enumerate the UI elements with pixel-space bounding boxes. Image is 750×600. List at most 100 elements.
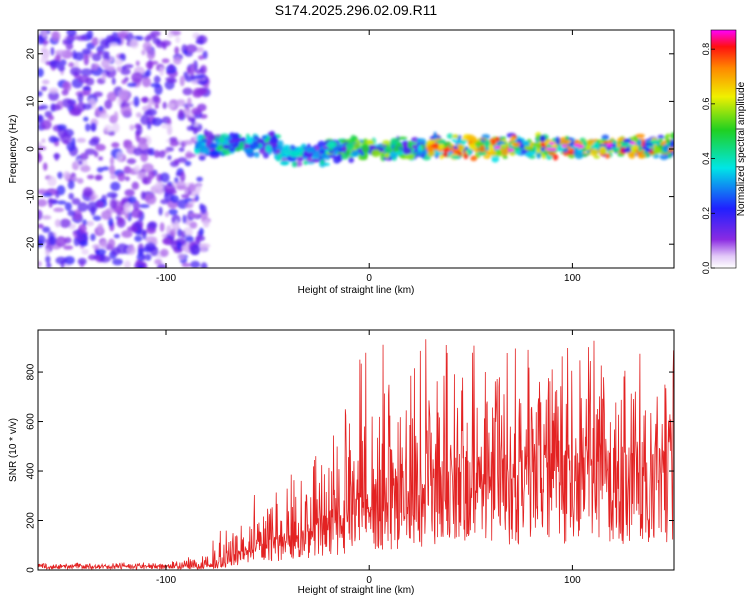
spectrogram-cell — [82, 219, 88, 226]
spectrogram-cell — [188, 213, 199, 218]
spectrogram-cell — [59, 218, 71, 228]
spectrogram-cell — [189, 221, 198, 229]
spectrogram-cell — [71, 177, 79, 182]
spectrogram-cell — [59, 59, 67, 66]
spectrogram-cell — [100, 240, 108, 249]
spectrogram-cell — [442, 147, 450, 154]
spectrogram-cell — [123, 202, 132, 214]
spectrogram-cell — [158, 206, 163, 216]
spectrogram-cell — [131, 181, 140, 190]
spectrogram-cell — [183, 227, 193, 237]
spectrogram-cell — [218, 136, 225, 144]
spectrogram-cell — [394, 151, 404, 155]
spectrogram-y-axis-label: Frequency (Hz) — [8, 115, 19, 184]
snr-x-axis: -100 0 100 — [156, 330, 581, 586]
spectrogram-cell — [147, 97, 153, 109]
spectrogram-cell — [41, 119, 52, 130]
spectrogram-cell — [167, 155, 172, 161]
spectrogram-cell — [437, 143, 445, 150]
spectrogram-cell — [181, 194, 190, 199]
spectrogram-cell — [184, 197, 193, 203]
spectrogram-cell — [97, 223, 104, 235]
spectrogram-cells — [38, 30, 674, 268]
spectrogram-x-axis: -100 0 100 — [156, 30, 581, 284]
spectrogram-cell — [38, 145, 47, 151]
spectrogram-cell — [173, 56, 182, 65]
spectrogram-cell — [126, 158, 137, 165]
spectrogram-cell — [182, 139, 194, 146]
spectrogram-cell — [317, 140, 326, 148]
spectrogram-cell — [622, 148, 632, 153]
spectrogram-peak — [578, 145, 585, 149]
spectrogram-cell — [474, 141, 484, 147]
spectrogram-cell — [68, 192, 75, 200]
spectrogram-cell — [144, 253, 152, 261]
spectrogram-cell — [116, 66, 122, 73]
spectrogram-cell — [446, 133, 454, 139]
spectrogram-cell — [145, 193, 157, 205]
spectrogram-cell — [370, 149, 381, 158]
spectrogram-cell — [101, 210, 112, 220]
spectrogram-cell — [82, 103, 92, 110]
spectrogram-cell — [141, 49, 146, 56]
spectrogram-cell — [177, 253, 186, 261]
spectrogram-cell — [228, 148, 236, 152]
spectrogram-cell — [169, 140, 180, 147]
spectrogram-cell — [622, 138, 631, 143]
spectrogram-cell — [135, 60, 140, 67]
spectrogram-cell — [129, 38, 140, 49]
spectrogram-cell — [38, 90, 43, 97]
spectrogram-cell — [430, 143, 439, 148]
spectrogram-cell — [125, 176, 130, 182]
spectrogram-cell — [190, 260, 201, 268]
spectrogram-cell — [167, 78, 178, 84]
spectrogram-cell — [253, 135, 258, 139]
spectrogram-cell — [341, 145, 348, 152]
spectrogram-cell — [146, 48, 156, 60]
spectrogram-cell — [582, 139, 587, 148]
spectrogram-cell — [101, 58, 110, 69]
spectrogram-cell — [65, 42, 74, 50]
spectrogram-cell — [63, 256, 75, 265]
spectrogram-cell — [397, 136, 408, 140]
spectrogram-cell — [669, 141, 674, 148]
spectrogram-cell — [182, 214, 187, 224]
spectrogram-cell — [396, 142, 402, 147]
spectrogram-cell — [51, 30, 61, 42]
spectrogram-cell — [111, 142, 120, 148]
spectrogram-cell — [201, 138, 208, 143]
spectrogram-cell — [153, 75, 161, 84]
spectrogram-cell — [203, 83, 209, 89]
spectrogram-cell — [154, 258, 163, 265]
spectrogram-cell — [77, 92, 84, 103]
spectrogram-cell — [670, 132, 674, 140]
spectrogram-peak — [629, 141, 636, 145]
spectrogram-cell — [38, 223, 44, 229]
spectrogram-cell — [108, 42, 119, 47]
spectrogram-cell — [650, 139, 659, 145]
spectrogram-cell — [107, 238, 116, 249]
spectrogram-cell — [196, 135, 202, 143]
spectrogram-cell — [552, 153, 559, 161]
spectrogram-cell — [50, 47, 55, 56]
spectrogram-cell — [277, 153, 283, 161]
spectrogram-cell — [82, 86, 92, 91]
spectrogram-cell — [136, 137, 148, 144]
spectrogram-cell — [110, 181, 121, 192]
spectrogram-cell — [113, 111, 119, 122]
y-tick-label: 800 — [26, 363, 37, 380]
spectrogram-cell — [176, 241, 182, 251]
spectrogram-cell — [601, 134, 610, 140]
spectrogram-cell — [368, 144, 377, 151]
spectrogram-cell — [202, 219, 210, 228]
spectrogram-cell — [190, 244, 201, 256]
spectrogram-cell — [95, 174, 103, 181]
spectrogram-cell — [178, 108, 185, 119]
spectrogram-cell — [123, 139, 129, 147]
x-tick-label: 0 — [366, 273, 372, 284]
spectrogram-cell — [294, 147, 303, 153]
spectrogram-cell — [196, 176, 203, 182]
spectrogram-cell — [82, 187, 94, 198]
spectrogram-cell — [195, 88, 208, 95]
spectrogram-cell — [99, 38, 111, 49]
